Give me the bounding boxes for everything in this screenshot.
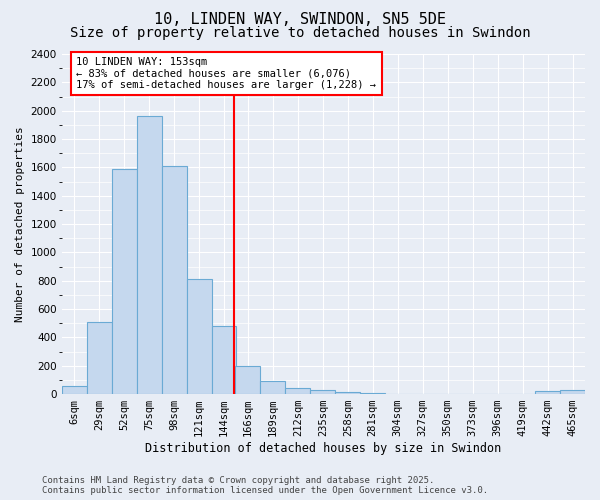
Text: 10 LINDEN WAY: 153sqm
← 83% of detached houses are smaller (6,076)
17% of semi-d: 10 LINDEN WAY: 153sqm ← 83% of detached … bbox=[76, 57, 376, 90]
Bar bbox=[137, 116, 161, 394]
Bar bbox=[187, 280, 212, 394]
Bar bbox=[335, 392, 360, 394]
Bar bbox=[310, 390, 335, 394]
Bar bbox=[212, 326, 236, 394]
X-axis label: Distribution of detached houses by size in Swindon: Distribution of detached houses by size … bbox=[145, 442, 502, 455]
Text: Size of property relative to detached houses in Swindon: Size of property relative to detached ho… bbox=[70, 26, 530, 40]
Text: 10, LINDEN WAY, SWINDON, SN5 5DE: 10, LINDEN WAY, SWINDON, SN5 5DE bbox=[154, 12, 446, 28]
Bar bbox=[260, 380, 286, 394]
Bar bbox=[235, 366, 260, 394]
Bar bbox=[560, 390, 585, 394]
Bar bbox=[62, 386, 86, 394]
Bar bbox=[161, 166, 187, 394]
Text: Contains HM Land Registry data © Crown copyright and database right 2025.
Contai: Contains HM Land Registry data © Crown c… bbox=[42, 476, 488, 495]
Bar bbox=[286, 388, 310, 394]
Bar bbox=[360, 392, 385, 394]
Y-axis label: Number of detached properties: Number of detached properties bbox=[15, 126, 25, 322]
Bar bbox=[86, 322, 112, 394]
Bar bbox=[535, 391, 560, 394]
Bar bbox=[112, 169, 137, 394]
